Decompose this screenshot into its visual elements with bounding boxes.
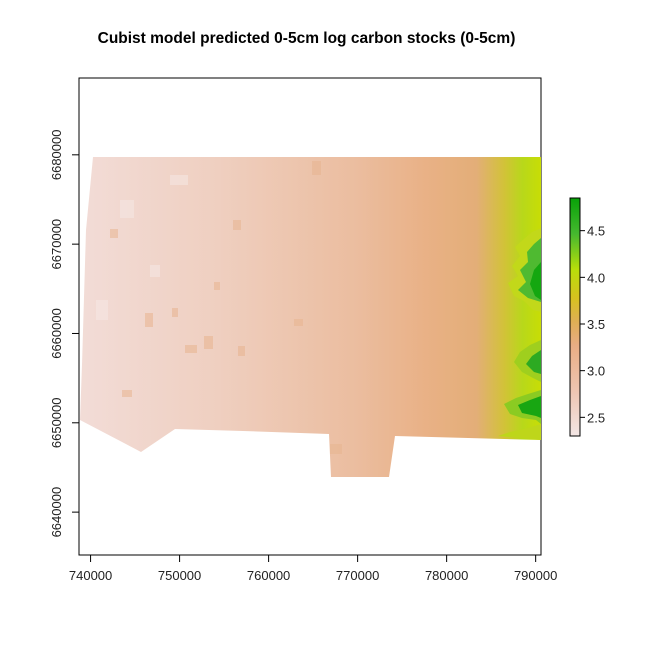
color-legend: 2.5 3.0 3.5 4.0 4.5 — [569, 197, 605, 437]
x-tick-label: 750000 — [158, 568, 201, 583]
x-tick-label: 790000 — [514, 568, 557, 583]
y-tick-label: 6660000 — [49, 308, 64, 359]
y-tick-label: 6650000 — [49, 397, 64, 448]
legend-colorbar — [569, 197, 581, 437]
legend-tick-label: 2.5 — [587, 410, 605, 425]
x-tick-label: 740000 — [69, 568, 112, 583]
legend-tick-label: 4.5 — [587, 224, 605, 239]
y-tick-label: 6680000 — [49, 130, 64, 181]
x-tick-label: 780000 — [425, 568, 468, 583]
predicted-carbon-raster — [80, 157, 541, 477]
y-tick-label: 6640000 — [49, 487, 64, 538]
high-carbon-zones — [498, 228, 541, 440]
legend-tick-label: 3.5 — [587, 317, 605, 332]
x-tick-label: 760000 — [247, 568, 290, 583]
legend-tick-label: 3.0 — [587, 364, 605, 379]
y-tick-label: 6670000 — [49, 219, 64, 270]
map-title: Cubist model predicted 0-5cm log carbon … — [97, 30, 516, 47]
x-tick-label: 770000 — [336, 568, 379, 583]
legend-tick-label: 4.0 — [587, 270, 605, 285]
